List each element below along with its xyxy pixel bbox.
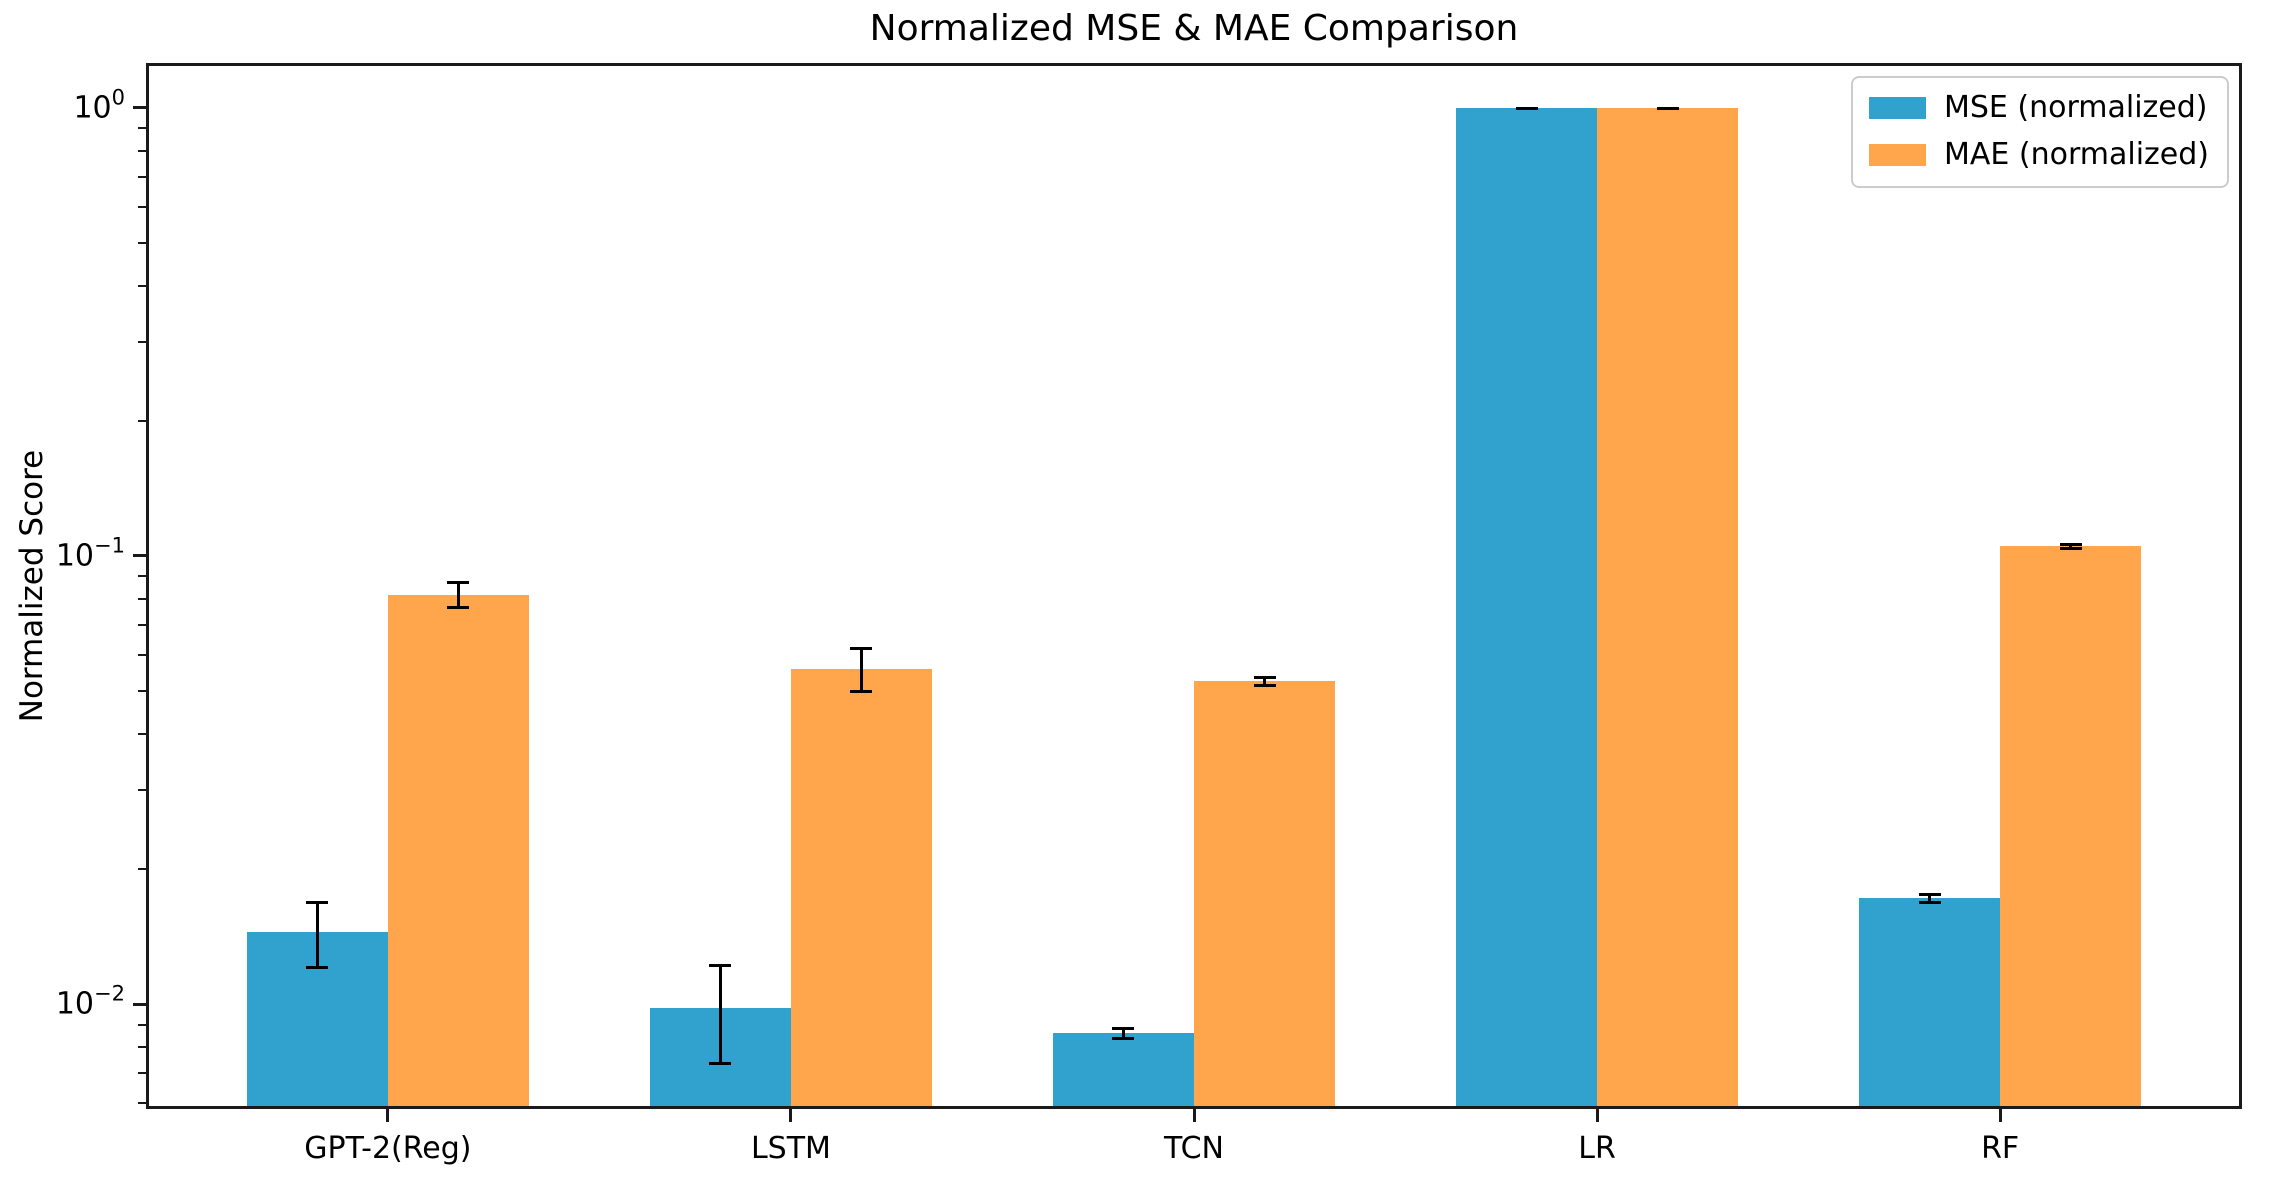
error-line bbox=[1928, 892, 1932, 905]
bar-TCN-mae bbox=[1194, 681, 1336, 1109]
y-minor-tick bbox=[138, 1046, 146, 1049]
y-major-tick bbox=[133, 1002, 146, 1006]
bar-RF-mae bbox=[2000, 546, 2142, 1109]
error-bar bbox=[850, 647, 873, 693]
y-minor-tick bbox=[138, 341, 146, 344]
error-bar bbox=[709, 963, 732, 1066]
error-cap-bottom bbox=[1515, 106, 1538, 110]
error-cap-top bbox=[1112, 1026, 1135, 1030]
y-minor-tick bbox=[138, 1072, 146, 1075]
error-cap-bottom bbox=[850, 689, 873, 693]
y-tick-exponent: −2 bbox=[94, 981, 125, 1006]
y-minor-tick bbox=[138, 420, 146, 423]
x-tick-label: GPT-2(Reg) bbox=[304, 1131, 472, 1166]
error-cap-top bbox=[850, 647, 873, 651]
y-minor-tick bbox=[138, 176, 146, 179]
y-minor-tick bbox=[138, 689, 146, 692]
x-tick bbox=[789, 1109, 793, 1122]
y-tick-base: 10 bbox=[73, 90, 112, 126]
bar-LR-mse bbox=[1456, 107, 1598, 1109]
x-tick bbox=[386, 1109, 390, 1122]
legend-swatch bbox=[1868, 143, 1926, 166]
error-bar bbox=[306, 900, 329, 969]
y-minor-tick bbox=[138, 206, 146, 209]
y-major-tick bbox=[133, 106, 146, 110]
error-line bbox=[1121, 1026, 1125, 1041]
error-bar bbox=[1515, 106, 1538, 110]
error-cap-bottom bbox=[2059, 547, 2082, 551]
bar-TCN-mse bbox=[1052, 1033, 1194, 1109]
error-line bbox=[859, 647, 863, 693]
legend-label: MAE (normalized) bbox=[1943, 137, 2209, 172]
x-tick-label: TCN bbox=[1164, 1131, 1224, 1166]
y-minor-tick bbox=[138, 654, 146, 657]
y-minor-tick bbox=[138, 598, 146, 601]
y-minor-tick bbox=[138, 733, 146, 736]
bar-LR-mae bbox=[1597, 107, 1739, 1109]
y-axis-label: Normalized Score bbox=[14, 449, 50, 723]
y-tick-base: 10 bbox=[55, 986, 95, 1022]
x-tick bbox=[1192, 1109, 1196, 1122]
legend-label: MSE (normalized) bbox=[1943, 90, 2208, 125]
error-bar bbox=[447, 580, 470, 610]
y-tick-exponent: 0 bbox=[111, 85, 125, 110]
error-cap-top bbox=[447, 580, 470, 584]
x-tick-label: LR bbox=[1578, 1131, 1616, 1166]
y-minor-tick bbox=[138, 624, 146, 627]
error-line bbox=[456, 580, 460, 610]
y-tick-base: 10 bbox=[55, 538, 95, 574]
legend: MSE (normalized) MAE (normalized) bbox=[1850, 76, 2229, 188]
y-tick-label: 100 bbox=[73, 85, 125, 126]
error-line bbox=[718, 963, 722, 1066]
legend-item: MAE (normalized) bbox=[1868, 137, 2209, 172]
error-cap-top bbox=[306, 900, 329, 904]
y-minor-tick bbox=[138, 285, 146, 288]
x-tick-label: RF bbox=[1981, 1131, 2020, 1166]
error-bar bbox=[1656, 106, 1679, 110]
y-minor-tick bbox=[138, 127, 146, 130]
error-line bbox=[2069, 542, 2073, 551]
y-minor-tick bbox=[138, 575, 146, 578]
error-bar bbox=[1112, 1026, 1135, 1041]
error-cap-bottom bbox=[306, 965, 329, 969]
error-cap-bottom bbox=[1656, 106, 1679, 110]
error-cap-top bbox=[1918, 892, 1941, 896]
error-bar bbox=[1253, 675, 1276, 687]
y-major-tick bbox=[133, 554, 146, 558]
x-tick bbox=[1595, 1109, 1599, 1122]
y-tick-label: 10−1 bbox=[55, 533, 125, 574]
y-minor-tick bbox=[138, 241, 146, 244]
bar-GPT-2(Reg)-mae bbox=[387, 594, 529, 1109]
y-minor-tick bbox=[138, 1102, 146, 1105]
error-cap-bottom bbox=[709, 1062, 732, 1066]
error-cap-top bbox=[709, 963, 732, 967]
error-cap-bottom bbox=[1918, 901, 1941, 905]
x-tick bbox=[1998, 1109, 2002, 1122]
error-line bbox=[1263, 675, 1267, 687]
error-cap-bottom bbox=[447, 606, 470, 610]
bar-RF-mse bbox=[1859, 898, 2001, 1109]
chart-title: Normalized MSE & MAE Comparison bbox=[869, 8, 1519, 49]
y-minor-tick bbox=[138, 868, 146, 871]
y-minor-tick bbox=[138, 789, 146, 792]
legend-item: MSE (normalized) bbox=[1868, 90, 2209, 125]
y-tick-exponent: −1 bbox=[94, 533, 125, 558]
bar-LSTM-mae bbox=[790, 668, 932, 1109]
y-tick-label: 10−2 bbox=[55, 981, 125, 1022]
legend-swatch bbox=[1868, 96, 1926, 119]
plot-area: 100 10−1 10−2 GPT-2(Reg) LSTM TCN LR RF MSE (no… bbox=[56, 63, 2242, 1166]
y-minor-tick bbox=[138, 1023, 146, 1026]
error-bar bbox=[2059, 542, 2082, 551]
x-tick-label: LSTM bbox=[750, 1131, 831, 1166]
error-bar bbox=[1918, 892, 1941, 905]
y-minor-tick bbox=[138, 150, 146, 153]
error-cap-bottom bbox=[1112, 1037, 1135, 1041]
error-line bbox=[315, 900, 319, 969]
error-cap-top bbox=[1253, 675, 1276, 679]
error-cap-bottom bbox=[1253, 683, 1276, 687]
error-cap-top bbox=[2059, 542, 2082, 546]
